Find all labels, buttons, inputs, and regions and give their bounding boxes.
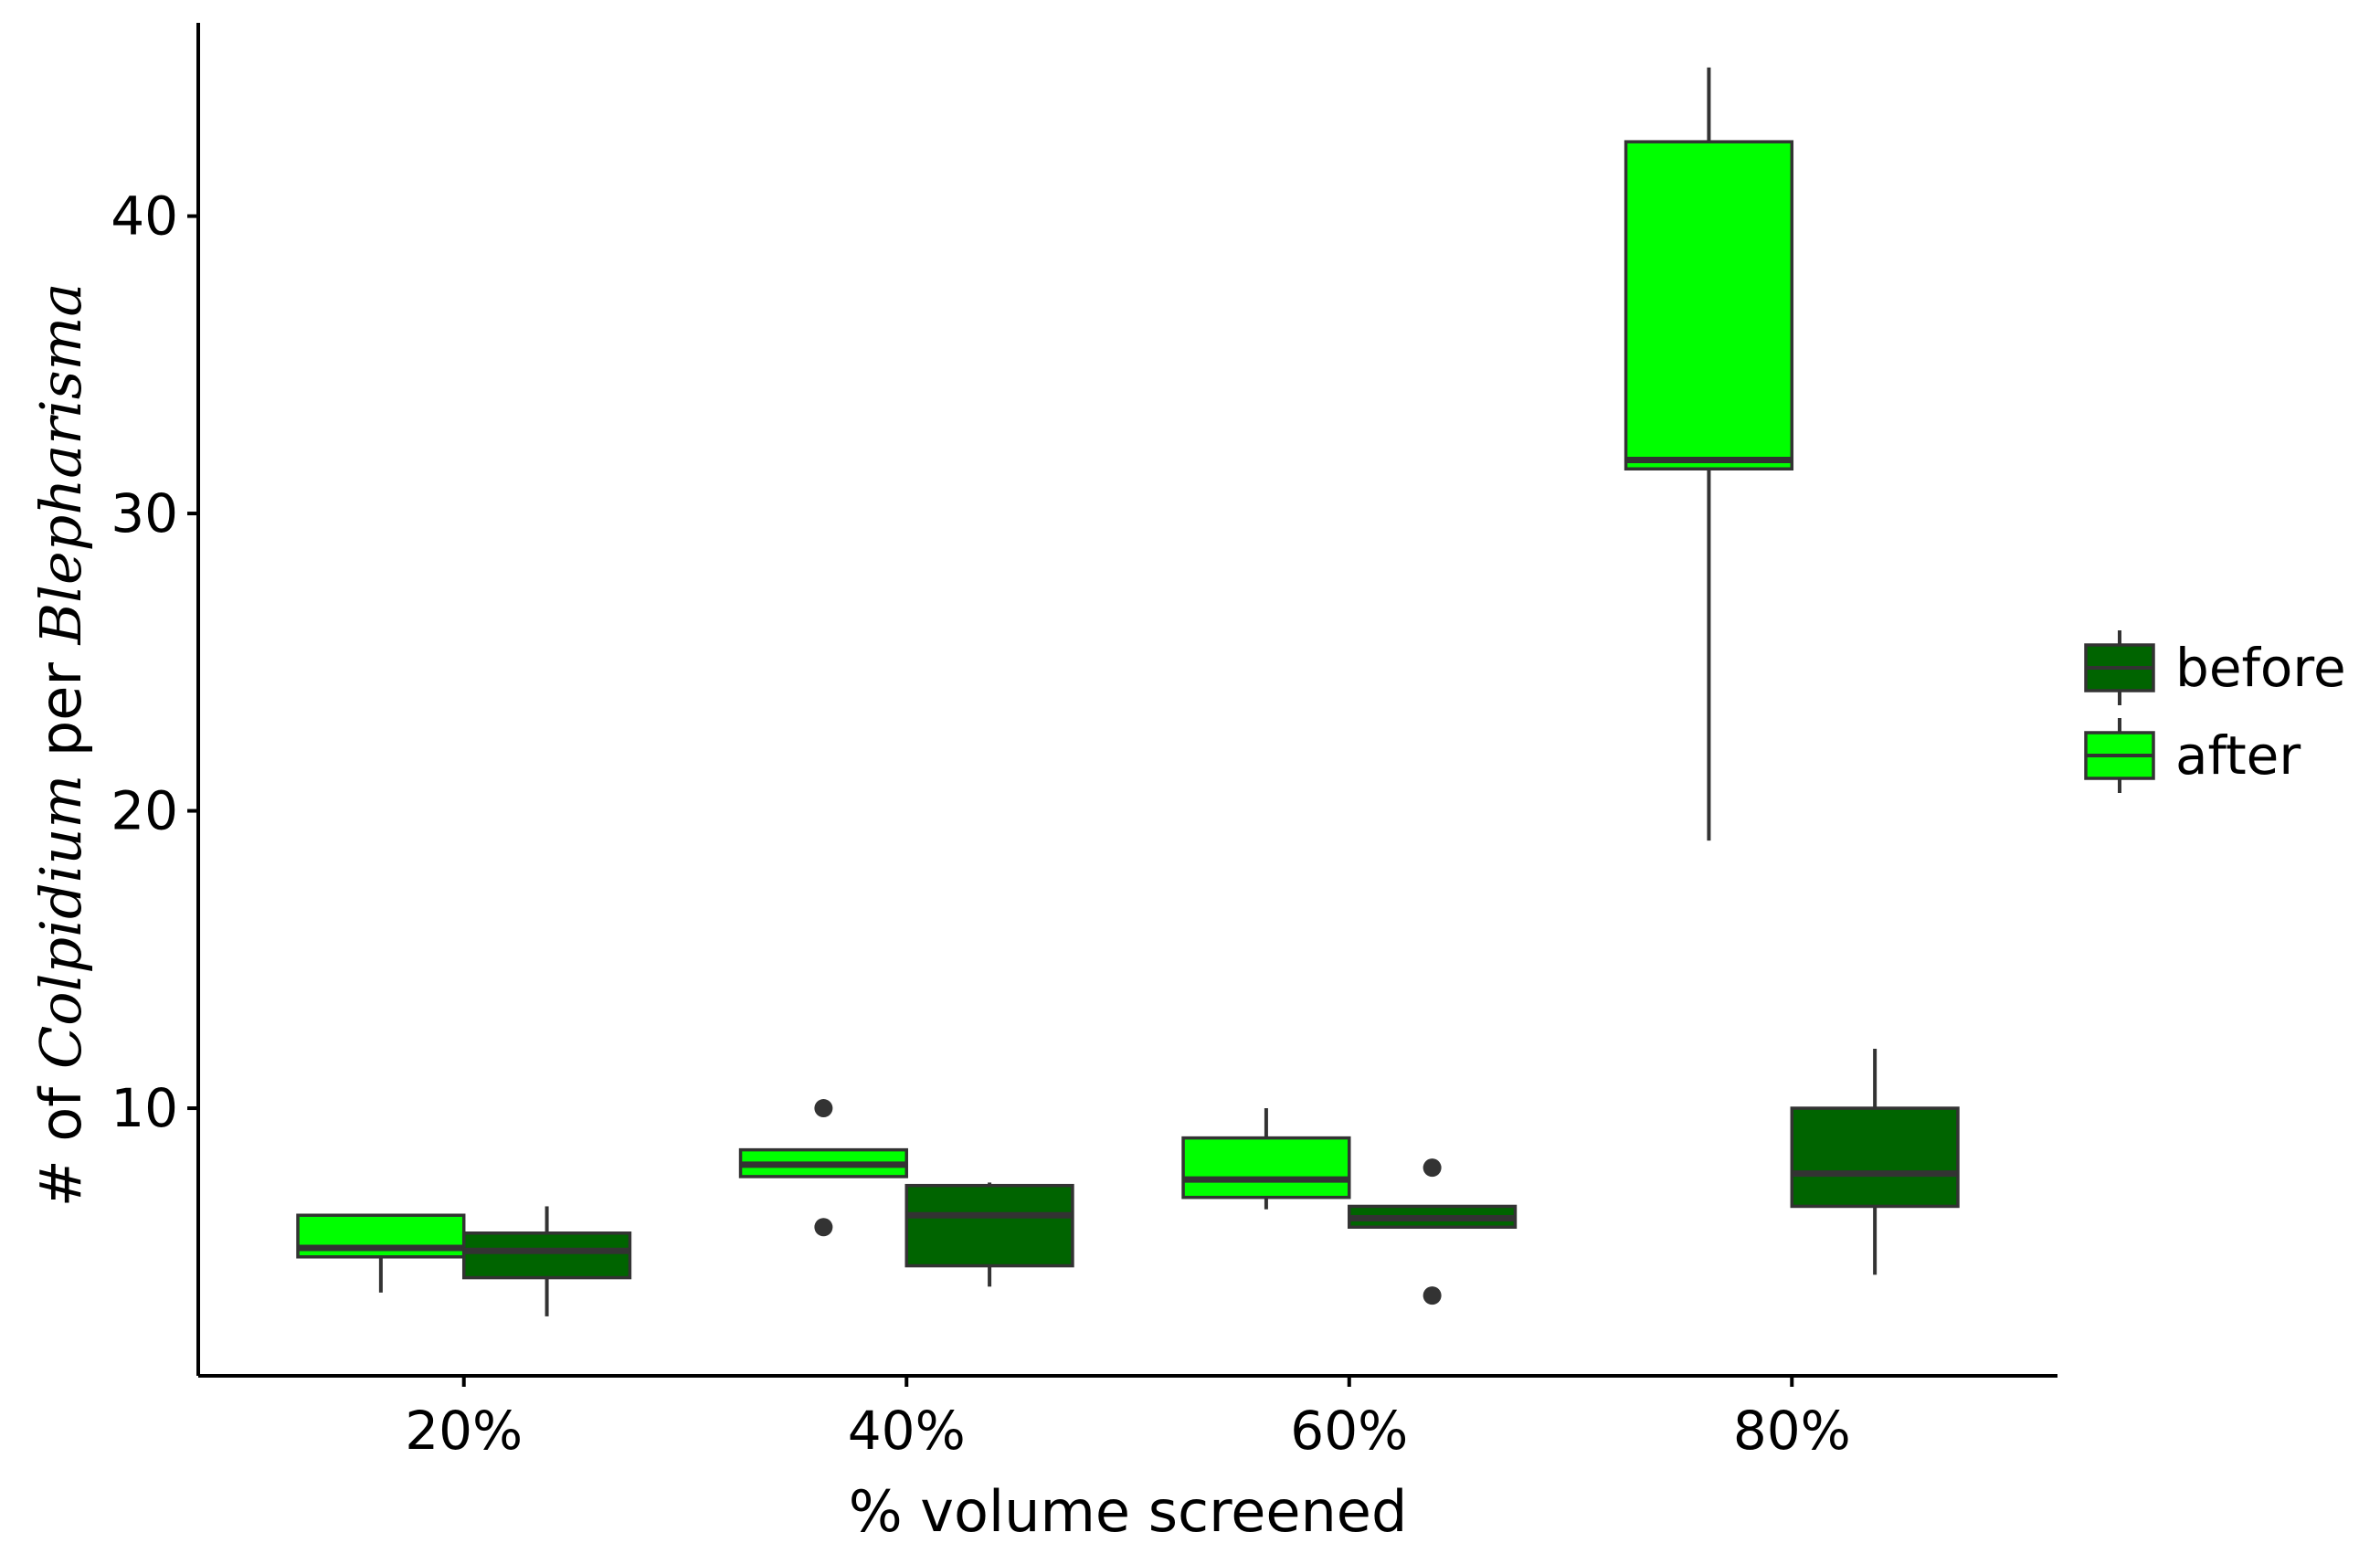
outlier-point [1423, 1286, 1442, 1305]
box-before-20pct [461, 1206, 632, 1316]
box-body [461, 1231, 632, 1280]
legend-item-before: before [2084, 630, 2346, 705]
y-title-part: # of [27, 1069, 94, 1207]
box-before-80pct [1790, 1048, 1960, 1275]
x-tick-label: 60% [1290, 1400, 1408, 1462]
legend-item-after: after [2084, 718, 2301, 793]
box-after-60pct [1181, 1108, 1351, 1210]
box-before-40pct [904, 1182, 1074, 1287]
legend-label: before [2175, 637, 2346, 699]
legend-label: after [2175, 724, 2301, 787]
legend: before after [2084, 630, 2346, 793]
y-title-italic-part: Blepharisma [27, 283, 94, 646]
x-axis-title: % volume screened [849, 1478, 1408, 1543]
y-tick-label: 30 [111, 482, 178, 544]
outlier-point [814, 1218, 833, 1237]
box-body [1181, 1136, 1351, 1200]
x-tick-label: 40% [848, 1400, 966, 1462]
y-axis-title: # of Colpidium per Blepharisma [27, 283, 94, 1208]
y-title-part: per [27, 644, 94, 774]
x-ticks: 20% 40% 60% 80% [405, 1376, 1851, 1462]
box-after-20pct [296, 1213, 466, 1293]
x-tick-label: 20% [405, 1400, 523, 1462]
box-body [904, 1183, 1074, 1268]
box-after-80pct [1624, 67, 1794, 841]
y-title-italic-part: Colpidium [27, 775, 94, 1069]
axes [196, 23, 2057, 1378]
y-ticks: 10 20 30 40 [111, 185, 198, 1139]
y-tick-label: 10 [111, 1077, 178, 1139]
outlier-point [814, 1099, 833, 1118]
box-after-40pct [738, 1099, 908, 1237]
plot-area [296, 67, 1960, 1316]
box-before-60pct [1348, 1158, 1518, 1305]
box-body [1624, 140, 1794, 470]
box-body [1790, 1106, 1960, 1209]
y-tick-label: 40 [111, 185, 178, 248]
x-tick-label: 80% [1733, 1400, 1851, 1462]
outlier-point [1423, 1158, 1442, 1178]
y-tick-label: 20 [111, 780, 178, 842]
